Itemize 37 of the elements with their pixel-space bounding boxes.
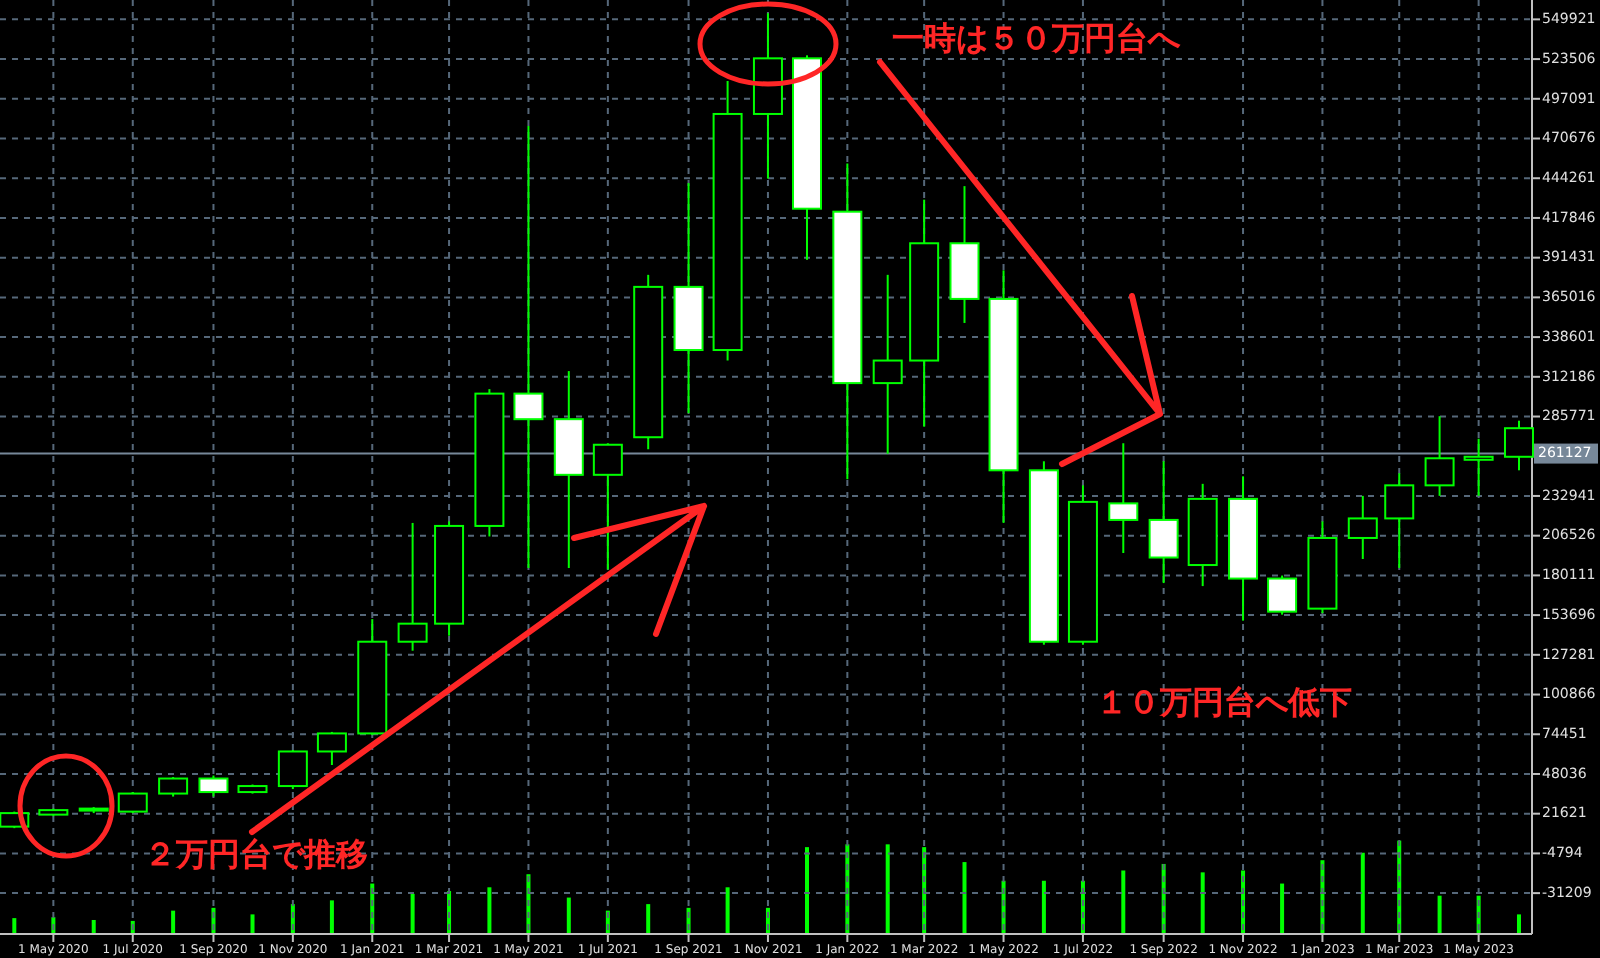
bar <box>725 887 730 934</box>
bar <box>805 847 809 934</box>
candlestick <box>872 273 903 455</box>
candlestick <box>316 730 347 766</box>
bar <box>1360 852 1365 934</box>
bar <box>12 918 17 934</box>
candlestick <box>1424 415 1455 497</box>
candlestick <box>1148 460 1179 585</box>
candlestick <box>1347 494 1378 561</box>
candlestick <box>1267 574 1298 616</box>
candlestick <box>158 776 189 798</box>
candlestick <box>592 442 623 571</box>
bar <box>1200 872 1205 934</box>
bar <box>1437 895 1442 934</box>
bar <box>566 897 571 934</box>
annotation: 一時は５０万円台へ <box>892 18 1182 57</box>
candlestick <box>1463 437 1494 497</box>
bar <box>250 914 255 934</box>
candlestick <box>1108 442 1139 554</box>
bar <box>487 887 492 934</box>
annotation: ２万円台で推移 <box>144 834 368 873</box>
bar <box>329 900 334 934</box>
annotation: １０万円台へ低下 <box>1096 682 1352 721</box>
bar <box>962 862 967 934</box>
bar <box>1121 870 1126 934</box>
bar <box>885 844 890 934</box>
candlestick <box>1384 472 1415 570</box>
bar <box>1516 914 1521 934</box>
bar <box>646 904 651 934</box>
bar <box>91 919 96 934</box>
bar <box>1280 883 1285 934</box>
bar <box>171 910 176 934</box>
bar <box>1041 880 1046 934</box>
candlestick <box>277 748 308 791</box>
bar <box>410 893 415 934</box>
candlestick <box>198 774 229 798</box>
candlestick <box>397 521 428 652</box>
